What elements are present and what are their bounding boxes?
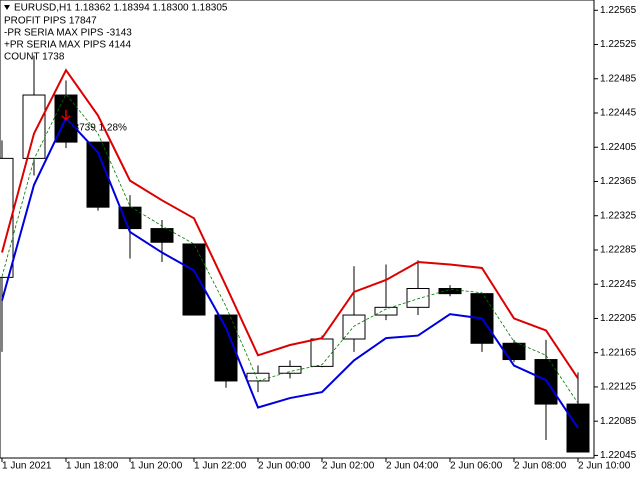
candle-body bbox=[182, 243, 206, 316]
y-tick-label: 1.22525 bbox=[600, 39, 637, 50]
x-tick-label: 1 Jun 20:00 bbox=[130, 461, 183, 472]
indicator-line bbox=[1, 68, 579, 379]
x-tick-label: 2 Jun 00:00 bbox=[258, 461, 311, 472]
plot-frame bbox=[0, 0, 595, 459]
candle-body bbox=[438, 287, 462, 295]
menu-triangle[interactable] bbox=[4, 5, 10, 10]
candle-body bbox=[342, 314, 366, 340]
y-tick-label: 1.22445 bbox=[600, 108, 637, 119]
y-tick-label: 1.22165 bbox=[600, 347, 637, 358]
candle-body bbox=[406, 287, 430, 308]
stat-line: +PR SERIA MAX PIPS 4144 bbox=[4, 40, 131, 51]
candle-body bbox=[502, 342, 526, 361]
candle-body bbox=[214, 314, 238, 382]
x-tick-label: 1 Jun 18:00 bbox=[66, 461, 119, 472]
candle-body bbox=[22, 94, 46, 159]
candle-body bbox=[150, 228, 174, 243]
indicator-line bbox=[1, 93, 579, 404]
y-tick-label: 1.22325 bbox=[600, 210, 637, 221]
y-tick-label: 1.22405 bbox=[600, 142, 637, 153]
y-tick-label: 1.22365 bbox=[600, 176, 637, 187]
y-tick-label: 1.22125 bbox=[600, 382, 637, 393]
chart-title: EURUSD,H1 1.18362 1.18394 1.18300 1.1830… bbox=[14, 3, 228, 14]
x-tick-label: 2 Jun 02:00 bbox=[322, 461, 375, 472]
stat-line: PROFIT PIPS 17847 bbox=[4, 16, 97, 27]
x-tick-label: 2 Jun 10:00 bbox=[578, 461, 631, 472]
candle-body bbox=[278, 365, 302, 374]
y-tick-label: 1.22245 bbox=[600, 279, 637, 290]
y-tick-label: 1.22045 bbox=[600, 450, 637, 461]
x-tick-label: 1 Jun 22:00 bbox=[194, 461, 247, 472]
indicator-line bbox=[1, 116, 579, 429]
x-tick-label: 2 Jun 08:00 bbox=[514, 461, 567, 472]
candle-body bbox=[374, 306, 398, 316]
signal-arrow bbox=[61, 109, 71, 121]
candle-body bbox=[86, 141, 110, 208]
candle-body bbox=[246, 372, 270, 382]
signal-label: 18739 1.28% bbox=[68, 122, 127, 133]
candle-body bbox=[118, 206, 142, 230]
y-tick-label: 1.22485 bbox=[600, 73, 637, 84]
stat-line: -PR SERIA MAX PIPS -3143 bbox=[4, 28, 132, 39]
x-tick-label: 2 Jun 04:00 bbox=[386, 461, 439, 472]
y-tick-label: 1.22565 bbox=[600, 5, 637, 16]
candle-body bbox=[310, 338, 334, 367]
x-tick-label: 2 Jun 06:00 bbox=[450, 461, 503, 472]
y-tick-label: 1.22085 bbox=[600, 416, 637, 427]
y-tick-label: 1.22285 bbox=[600, 245, 637, 256]
x-tick-label: 1 Jun 2021 bbox=[2, 461, 52, 472]
y-tick-label: 1.22205 bbox=[600, 313, 637, 324]
